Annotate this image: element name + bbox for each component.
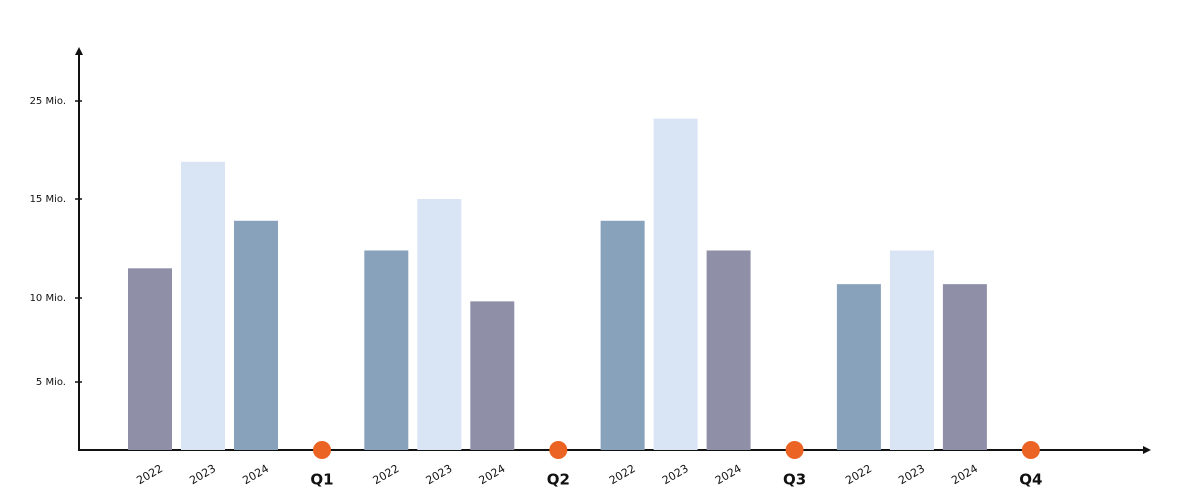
year-label: 2022 [371, 462, 402, 487]
quarter-marker [785, 441, 804, 459]
year-label: 2022 [607, 462, 638, 487]
y-tick-label: 10 Mio. [30, 293, 66, 304]
year-label: 2023 [660, 462, 691, 487]
y-tick-label: 25 Mio. [30, 96, 66, 107]
bar [128, 268, 172, 450]
bar [889, 250, 934, 450]
year-label: 2023 [424, 462, 455, 487]
y-axis-arrow [75, 47, 83, 55]
quarter-marker [549, 441, 568, 459]
bar [181, 161, 225, 450]
year-label: 2022 [843, 462, 874, 487]
year-label: 2024 [949, 462, 980, 487]
bar [470, 301, 515, 450]
x-tick-label: Q3 [783, 471, 806, 489]
year-label: 2024 [477, 462, 508, 487]
year-label: 2022 [134, 462, 165, 487]
year-label: 2023 [896, 462, 927, 487]
bar [836, 284, 881, 450]
x-tick-label: Q4 [1019, 471, 1042, 489]
x-tick-label: Q2 [547, 471, 570, 489]
bar [653, 118, 698, 450]
x-tick-label: Q1 [310, 471, 333, 489]
bar [417, 199, 462, 450]
bar [234, 220, 278, 450]
year-label: 2024 [713, 462, 744, 487]
year-label: 2024 [240, 462, 271, 487]
quarter-marker [1021, 441, 1040, 459]
quarter-marker [313, 441, 331, 459]
bar [706, 250, 751, 450]
bar [600, 220, 645, 450]
bar [942, 284, 987, 450]
year-label: 2023 [187, 462, 218, 487]
y-tick-label: 15 Mio. [30, 194, 66, 205]
y-tick-label: 5 Mio. [36, 377, 66, 388]
bar [364, 250, 409, 450]
x-axis-arrow [1143, 446, 1151, 454]
